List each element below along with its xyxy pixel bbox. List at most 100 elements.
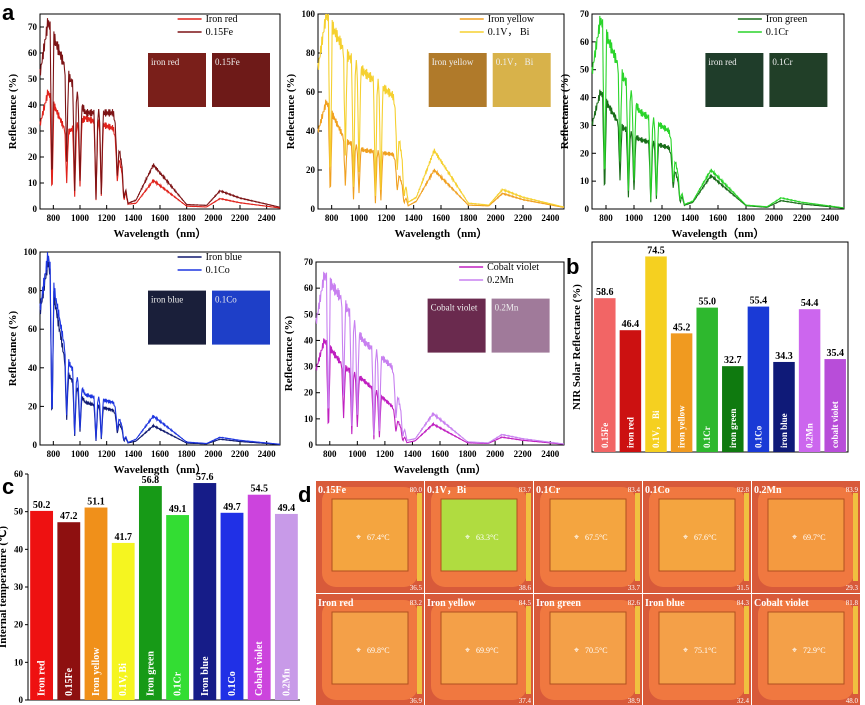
- category-label-1: iron red: [625, 417, 635, 448]
- bar-6: [747, 306, 770, 452]
- bar-3: [670, 333, 693, 452]
- bar-panel-b: NIR Solar Reflectance (%) 58.6 0.15Fe 46.4 i…: [571, 241, 849, 453]
- series-line-1: [39, 18, 280, 208]
- x-tick-label: 1200: [98, 213, 117, 223]
- category-label-7: 0.1Co: [227, 671, 238, 696]
- category-label-0: Iron red: [37, 660, 48, 696]
- x-tick-label: 1000: [625, 213, 644, 223]
- thermal-spot-temp: 72.9°C: [803, 646, 826, 655]
- y-axis-label: Internal temperature (℃): [0, 526, 9, 648]
- crosshair-icon: ⌖: [356, 645, 361, 655]
- spectrum-panel-a1: 800 1000 1200 1400 1600 1800 2000 2200 2400 0 10 20…: [7, 13, 281, 240]
- bar-4: [138, 486, 162, 700]
- bar-value-label-3: 41.7: [114, 532, 132, 543]
- x-tick-label: 1800: [459, 449, 478, 459]
- bar-value-label-5: 49.1: [169, 504, 187, 515]
- x-tick-label: 2400: [821, 213, 840, 223]
- y-axis-label: Reflectance (%): [559, 73, 571, 149]
- bar-value-label-8: 54.5: [250, 484, 268, 495]
- y-tick-label: 10: [580, 176, 590, 186]
- x-tick-label: 1600: [151, 213, 170, 223]
- thermal-tile: [658, 498, 736, 572]
- sample-swatch-label-0: Iron yellow: [432, 57, 474, 67]
- bar-2: [84, 507, 108, 700]
- crosshair-icon: ⌖: [356, 532, 361, 542]
- x-tick-label: 2400: [258, 213, 277, 223]
- y-tick-label: 70: [28, 22, 38, 32]
- category-label-8: 0.2Mn: [805, 423, 815, 448]
- bar-5: [722, 366, 744, 452]
- legend-label-1: 0.2Mn: [487, 275, 513, 286]
- bar-value-label-4: 56.8: [142, 475, 160, 486]
- y-tick-label: 60: [14, 469, 24, 479]
- thermal-spot-temp: 70.5°C: [585, 646, 608, 655]
- bar-0: [30, 510, 54, 700]
- thermal-cell-9: Cobalt violet 81.8 48.0 ⌖ 72.9°C: [752, 594, 860, 705]
- category-label-1: 0.15Fe: [64, 667, 75, 696]
- thermal-scale-bar: [635, 606, 640, 694]
- legend-label-1: 0.1V， Bi: [488, 27, 530, 38]
- y-tick-label: 60: [306, 87, 316, 97]
- bar-value-label-5: 32.7: [724, 355, 742, 366]
- category-label-3: iron yellow: [677, 405, 687, 448]
- x-tick-label: 1200: [98, 449, 117, 459]
- y-tick-label: 20: [304, 388, 314, 398]
- thermal-cell-4: 0.2Mn 83.9 29.3 ⌖ 69.7°C: [752, 481, 860, 593]
- x-tick-label: 800: [325, 213, 339, 223]
- category-label-6: Iron blue: [200, 656, 211, 696]
- thermal-scale-bar: [853, 606, 858, 694]
- bar-7: [773, 361, 795, 452]
- x-tick-label: 1800: [178, 449, 197, 459]
- thermal-cell-1: 0.1V，Bi 83.7 38.6 ⌖ 63.3°C: [425, 481, 533, 593]
- bar-value-label-1: 46.4: [622, 319, 640, 330]
- sample-swatch-1: [491, 298, 550, 353]
- y-tick-label: 40: [14, 544, 24, 554]
- y-tick-label: 20: [28, 401, 38, 411]
- x-tick-label: 2200: [231, 213, 250, 223]
- thermal-max-temp: 83.2: [410, 599, 423, 607]
- panel-letter-a: a: [2, 0, 15, 25]
- crosshair-icon: ⌖: [792, 645, 797, 655]
- x-tick-label: 1000: [348, 449, 367, 459]
- thermal-min-temp: 36.9: [410, 697, 423, 705]
- thermal-tile: [440, 611, 518, 685]
- y-tick-label: 40: [28, 100, 38, 110]
- y-tick-label: 0: [311, 204, 316, 214]
- sample-swatch-label-0: Cobalt violet: [431, 303, 478, 313]
- thermal-tile: [440, 498, 518, 572]
- thermal-tile: [767, 611, 845, 685]
- y-tick-label: 50: [580, 65, 590, 75]
- y-tick-label: 100: [302, 9, 316, 19]
- category-label-8: Cobalt violet: [254, 641, 265, 696]
- bar-value-label-1: 47.2: [60, 511, 78, 522]
- thermal-max-temp: 82.6: [628, 599, 641, 607]
- thermal-max-temp: 81.8: [846, 599, 859, 607]
- x-tick-label: 1200: [377, 213, 396, 223]
- bar-6: [193, 483, 217, 700]
- series-line-0: [315, 338, 564, 445]
- x-axis-label: Wavelength（nm）: [114, 463, 207, 476]
- thermal-min-temp: 37.4: [519, 697, 532, 705]
- y-tick-label: 100: [24, 247, 38, 257]
- bar-8: [798, 309, 821, 452]
- x-tick-label: 1000: [350, 213, 369, 223]
- y-axis-label: Reflectance (%): [285, 73, 297, 149]
- legend-label-0: Cobalt violet: [487, 262, 539, 273]
- sample-swatch-0: [428, 53, 487, 107]
- series-line-1: [315, 271, 564, 445]
- y-tick-label: 70: [304, 257, 314, 267]
- x-tick-label: 1600: [709, 213, 728, 223]
- legend-label-1: 0.1Co: [206, 265, 230, 276]
- thermal-sample-label: Iron blue: [645, 598, 685, 609]
- x-tick-label: 1400: [124, 213, 143, 223]
- x-tick-label: 2000: [486, 449, 505, 459]
- bar-value-label-7: 34.3: [775, 351, 793, 362]
- bar-value-label-2: 74.5: [647, 245, 665, 256]
- y-tick-label: 20: [306, 165, 316, 175]
- thermal-max-temp: 83.9: [846, 486, 859, 494]
- bar-9: [824, 359, 846, 452]
- sample-swatch-label-1: 0.2Mn: [495, 303, 519, 313]
- plot-frame: [39, 251, 281, 446]
- x-tick-label: 1000: [71, 449, 90, 459]
